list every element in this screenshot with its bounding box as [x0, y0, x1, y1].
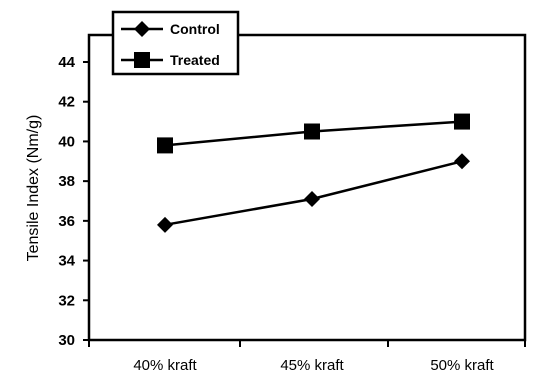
legend-marker: [134, 52, 150, 68]
x-category-label: 45% kraft: [280, 357, 344, 374]
y-tick-label: 40: [58, 133, 75, 150]
data-point-treated: [157, 137, 173, 154]
legend: Control Treated: [111, 10, 240, 76]
data-point-control: [304, 191, 320, 208]
data-point-control: [157, 216, 173, 233]
y-tick-label: 44: [58, 54, 75, 71]
y-tick-label: 38: [58, 173, 75, 190]
data-point-treated: [304, 123, 320, 140]
plot-frame: [87, 33, 527, 342]
legend-marker: [134, 21, 150, 37]
x-category-label: 40% kraft: [133, 357, 197, 374]
legend-label: Treated: [170, 52, 220, 68]
y-tick-label: 30: [58, 332, 75, 349]
y-axis-ticks: 30 32 34 36 38 40 42 44: [58, 54, 89, 349]
x-axis-categories: 40% kraft 45% kraft 50% kraft: [88, 340, 526, 374]
data-point-control: [454, 153, 470, 170]
series-markers: [157, 113, 470, 233]
data-point-treated: [454, 113, 470, 130]
legend-label: Control: [170, 21, 220, 37]
y-axis-label: Tensile Index (Nm/g): [25, 115, 42, 262]
y-tick-label: 32: [58, 292, 75, 309]
y-tick-label: 36: [58, 213, 75, 230]
y-tick-label: 34: [58, 253, 75, 270]
legend-box: [111, 10, 240, 76]
y-tick-label: 42: [58, 94, 75, 111]
x-category-label: 50% kraft: [430, 357, 494, 374]
